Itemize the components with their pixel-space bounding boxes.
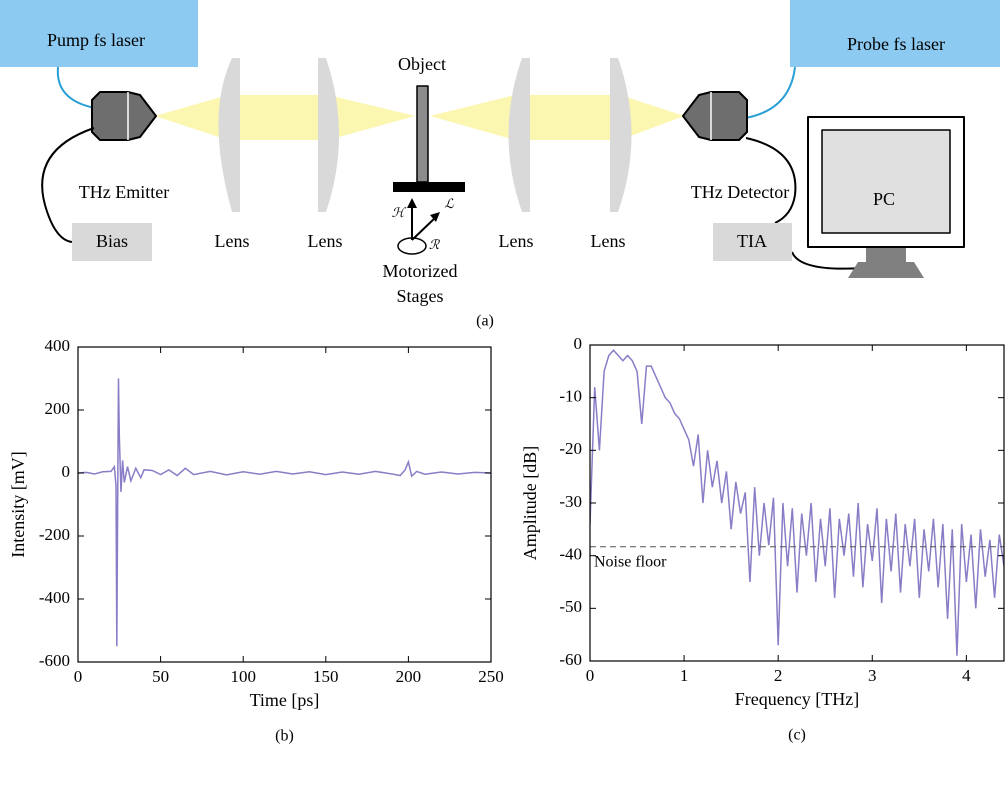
x-tick-label: 250 — [478, 667, 504, 686]
y-tick-label: 200 — [45, 399, 71, 418]
lens — [508, 58, 530, 212]
label: Motorized — [383, 261, 458, 281]
cable — [41, 127, 95, 243]
x-axis-label: Frequency [THz] — [735, 689, 859, 709]
beam — [430, 95, 515, 140]
lens — [610, 58, 632, 212]
lens — [318, 58, 339, 212]
label: THz Detector — [691, 182, 789, 202]
label: Bias — [96, 231, 128, 251]
x-tick-label: 0 — [74, 667, 83, 686]
y-tick-label: -50 — [559, 597, 582, 616]
fiber — [744, 66, 796, 119]
monitor-base — [848, 262, 924, 278]
y-axis-label: Intensity [mV] — [8, 451, 28, 557]
caption: (c) — [788, 727, 806, 744]
cable — [745, 137, 797, 224]
label: Lens — [215, 231, 250, 251]
setup-diagram: Pump fs laser Probe fs laser THz Emitter… — [0, 0, 1000, 330]
label: Object — [398, 54, 446, 74]
y-tick-label: 400 — [45, 336, 71, 355]
detector — [682, 91, 748, 141]
lens — [218, 58, 240, 212]
plot-area — [78, 347, 491, 662]
symbol: ℋ — [392, 205, 407, 220]
y-tick-label: -10 — [559, 387, 582, 406]
beam — [328, 95, 415, 140]
laser-box — [0, 0, 198, 67]
x-tick-label: 200 — [396, 667, 422, 686]
x-tick-label: 4 — [962, 666, 971, 685]
x-axis-label: Time [ps] — [250, 690, 320, 710]
y-tick-label: -400 — [39, 588, 70, 607]
label: Pump fs laser — [47, 30, 145, 50]
chart: Noise floor 0 1 2 3 4 -60 -50 -40 -30 -20 -10 0 Frequ… — [520, 334, 1005, 744]
plot-area — [590, 345, 1004, 661]
rotation — [397, 237, 427, 255]
y-tick-label: -40 — [559, 545, 582, 564]
label: TIA — [737, 231, 767, 251]
axis-arrow — [411, 216, 437, 241]
label: Lens — [499, 231, 534, 251]
data-line — [78, 378, 491, 647]
y-tick-label: -30 — [559, 492, 582, 511]
emitter — [91, 91, 157, 141]
y-tick-label: -200 — [39, 525, 70, 544]
bias-box — [72, 223, 152, 261]
caption: (a) — [476, 313, 494, 330]
arrow-head — [407, 198, 417, 208]
y-tick-label: -20 — [559, 439, 582, 458]
x-tick-label: 3 — [868, 666, 877, 685]
label: Stages — [397, 286, 444, 306]
y-tick-label: -60 — [559, 650, 582, 669]
symbol: ℒ — [444, 196, 454, 211]
tia-box — [713, 223, 792, 261]
x-tick-label: 150 — [313, 667, 339, 686]
label: Lens — [308, 231, 343, 251]
screen — [821, 129, 951, 234]
axes-box — [77, 346, 492, 663]
cable — [791, 251, 863, 270]
x-tick-label: 100 — [230, 667, 256, 686]
y-tick-label: 0 — [574, 334, 583, 353]
x-tick-label: 0 — [586, 666, 595, 685]
caption: (b) — [275, 728, 294, 745]
stage-base — [393, 182, 465, 192]
x-tick-label: 1 — [680, 666, 689, 685]
object — [416, 85, 429, 183]
laser-box — [790, 0, 1000, 67]
beam — [228, 95, 328, 140]
chart: 0 50 100 150 200 250 -600 -400 -200 0 200 400 Time [… — [8, 336, 504, 745]
x-tick-label: 50 — [152, 667, 169, 686]
beam — [155, 95, 228, 140]
x-tick-label: 2 — [774, 666, 783, 685]
y-tick-label: 0 — [62, 462, 71, 481]
arrow-head — [430, 212, 440, 222]
label: Probe fs laser — [847, 34, 945, 54]
label: PC — [873, 189, 895, 209]
symbol: ℛ — [429, 237, 441, 252]
fiber — [56, 66, 96, 109]
y-axis-label: Amplitude [dB] — [520, 446, 540, 561]
label: THz Emitter — [79, 182, 169, 202]
beam — [620, 95, 684, 140]
annotation: Noise floor — [594, 553, 667, 570]
label: Lens — [591, 231, 626, 251]
beam — [515, 95, 620, 140]
y-tick-label: -600 — [39, 651, 70, 670]
monitor-neck — [866, 248, 906, 262]
data-line — [590, 349, 1004, 656]
